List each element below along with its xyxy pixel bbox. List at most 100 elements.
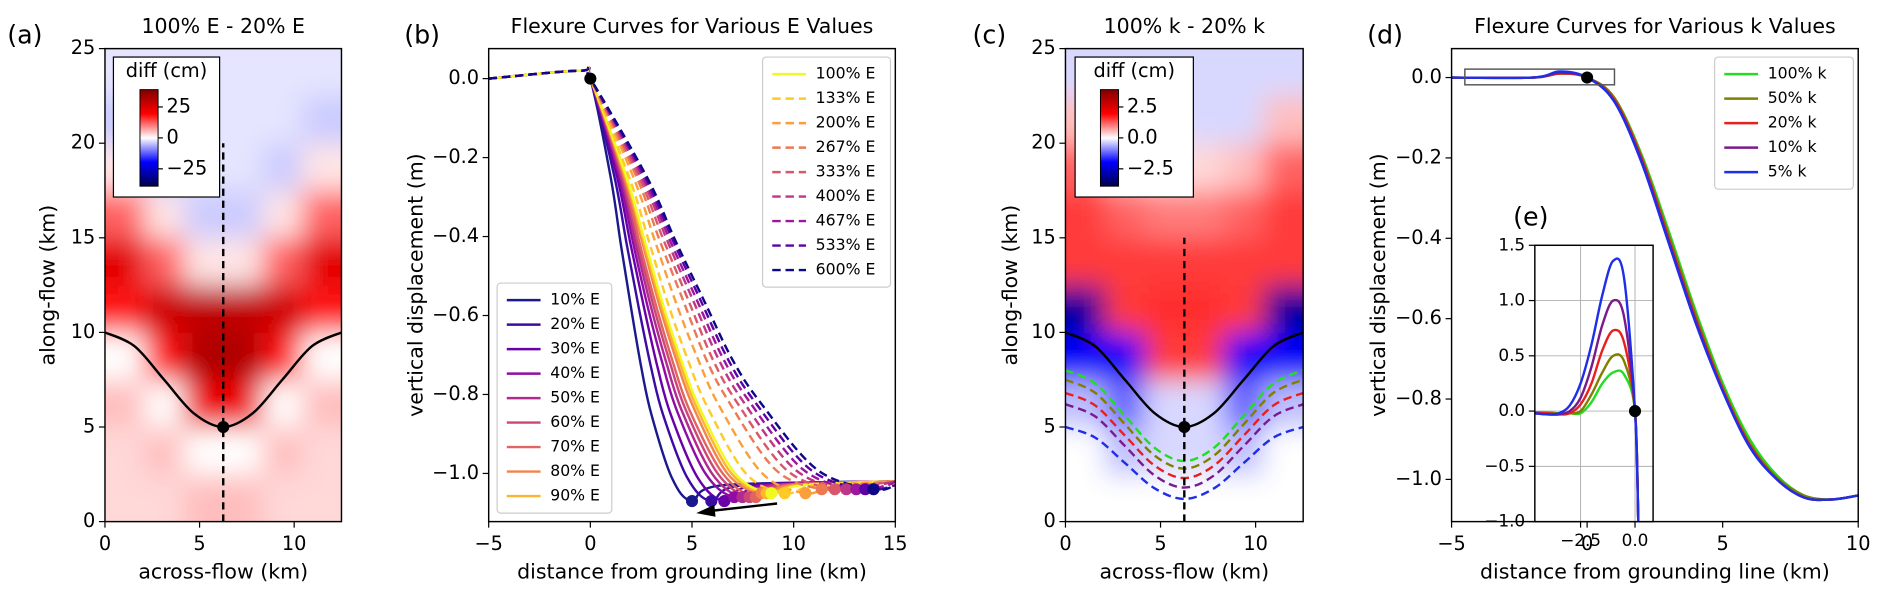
y-tick-label: 5 (1044, 415, 1056, 438)
y-tick-label: 0 (83, 509, 95, 532)
panel-title: Flexure Curves for Various E Values (511, 14, 874, 38)
heat-cell (1184, 285, 1225, 334)
heat-cell (262, 237, 303, 286)
y-tick-label: 0.0 (448, 66, 479, 89)
y-tick-label: 15 (71, 225, 96, 248)
heat-cell (1105, 332, 1146, 381)
heat-cell (144, 379, 185, 428)
heat-cell (144, 474, 185, 522)
y-axis-label: vertical displacement (m) (1366, 153, 1390, 417)
point-marker (1628, 405, 1642, 418)
curve (1065, 403, 1304, 489)
y-tick-label: −0.5 (1484, 455, 1525, 475)
heat-cell (144, 237, 185, 286)
heat-cell (1105, 190, 1146, 239)
heat-cell (104, 285, 146, 334)
colorbar-label: diff (cm) (126, 59, 208, 82)
heat-cell (1263, 427, 1304, 475)
heat-cell (223, 332, 264, 381)
heat-cell (1184, 190, 1225, 239)
legend-label: 200% E (816, 113, 876, 132)
plot-frame (487, 47, 897, 523)
panel: 0 5 10 0 5 10 15 20 25 100% E - 20% E (a) across-fl… (7, 14, 343, 583)
x-tick-label: 0 (1059, 532, 1071, 555)
heat-cell (1263, 237, 1304, 286)
colorbar (1099, 89, 1120, 187)
x-tick-label: 0 (584, 532, 596, 555)
colorbar-tick-label: −25 (167, 156, 208, 179)
heat-cell (302, 285, 342, 334)
heat-cell (1223, 332, 1265, 381)
legend-box (1714, 56, 1854, 190)
min-marker (859, 483, 872, 496)
arrow-annotation (696, 502, 778, 517)
heat-cell (1065, 379, 1106, 428)
x-tick-label: 10 (781, 532, 806, 555)
x-tick-label: 0 (99, 532, 111, 555)
x-tick-label: −5 (474, 532, 502, 555)
x-tick-label: 10 (282, 532, 307, 555)
heat-cell (223, 143, 264, 192)
heat-cell (223, 237, 264, 286)
heat-cell (1263, 95, 1304, 144)
min-marker (867, 483, 880, 496)
x-axis-label: distance from grounding line (km) (517, 559, 867, 583)
min-marker (828, 483, 841, 496)
heat-cell (1144, 474, 1186, 522)
min-marker (718, 495, 731, 508)
colorbar-tick-label: 0 (167, 125, 179, 148)
colorbar (139, 89, 159, 187)
heat-cell (144, 427, 185, 475)
heat-cell (1144, 237, 1186, 286)
y-tick-label: 10 (1031, 320, 1056, 343)
heat-cell (1223, 95, 1265, 144)
heat-cell (1223, 237, 1265, 286)
y-tick-label: −0.4 (432, 224, 479, 247)
y-tick-label: 1.0 (1498, 290, 1525, 310)
curve (488, 66, 896, 492)
legend-label: 50% E (550, 388, 600, 407)
x-tick-label: 5 (1717, 532, 1729, 555)
heat-cell (1184, 474, 1225, 522)
heat-cell (1184, 237, 1225, 286)
heat-cell (262, 48, 303, 97)
heat-cell (1223, 143, 1265, 192)
panel-label: (a) (7, 20, 42, 50)
heat-cell (1065, 237, 1106, 286)
y-tick-label: 25 (1031, 36, 1056, 59)
heat-cell (1105, 285, 1146, 334)
heat-cell (104, 427, 146, 475)
colorbar-tick-label: 0.0 (1127, 125, 1158, 148)
y-tick-label: 0.0 (1411, 65, 1442, 88)
heat-cell (1263, 474, 1304, 522)
x-tick-label: −5 (1437, 532, 1465, 555)
min-marker (705, 495, 718, 508)
min-marker (850, 483, 863, 496)
colorbar-box (1074, 56, 1194, 198)
heat-cell (223, 285, 264, 334)
heat-cell (302, 332, 342, 381)
curve (1065, 425, 1304, 501)
y-tick-label: 0 (1044, 509, 1056, 532)
x-tick-label: 10 (1846, 532, 1871, 555)
heat-cell (104, 237, 146, 286)
legend-label: 467% E (816, 211, 876, 230)
legend-label: 20% k (1768, 113, 1818, 132)
heat-cell (262, 427, 303, 475)
legend: 100% E 133% E 200% E 267% E 333% E 400% E 467%… (761, 56, 892, 288)
heat-cell (1223, 190, 1265, 239)
heat-cell (1263, 190, 1304, 239)
heat-cell (183, 427, 224, 475)
colorbar-tick-label: 2.5 (1127, 94, 1158, 117)
x-tick-label: 5 (1154, 532, 1166, 555)
y-tick-label: 15 (1031, 225, 1056, 248)
arrow-head (696, 504, 716, 517)
legend-box (496, 282, 613, 514)
legend-label: 10% k (1768, 137, 1818, 156)
heat-cell (104, 190, 146, 239)
min-marker (840, 483, 853, 496)
heat-cell (262, 285, 303, 334)
arrow-shaft (711, 502, 778, 512)
curve (488, 66, 896, 492)
